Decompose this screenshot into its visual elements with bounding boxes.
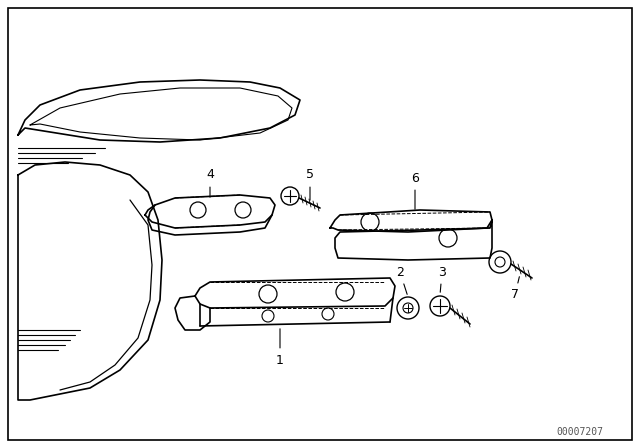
Text: 1: 1	[276, 329, 284, 366]
Text: 00007207: 00007207	[557, 427, 604, 437]
Text: 4: 4	[206, 168, 214, 197]
Text: 2: 2	[396, 266, 407, 294]
Text: 5: 5	[306, 168, 314, 200]
Text: 3: 3	[438, 266, 446, 292]
Text: 7: 7	[511, 277, 519, 302]
Text: 6: 6	[411, 172, 419, 209]
